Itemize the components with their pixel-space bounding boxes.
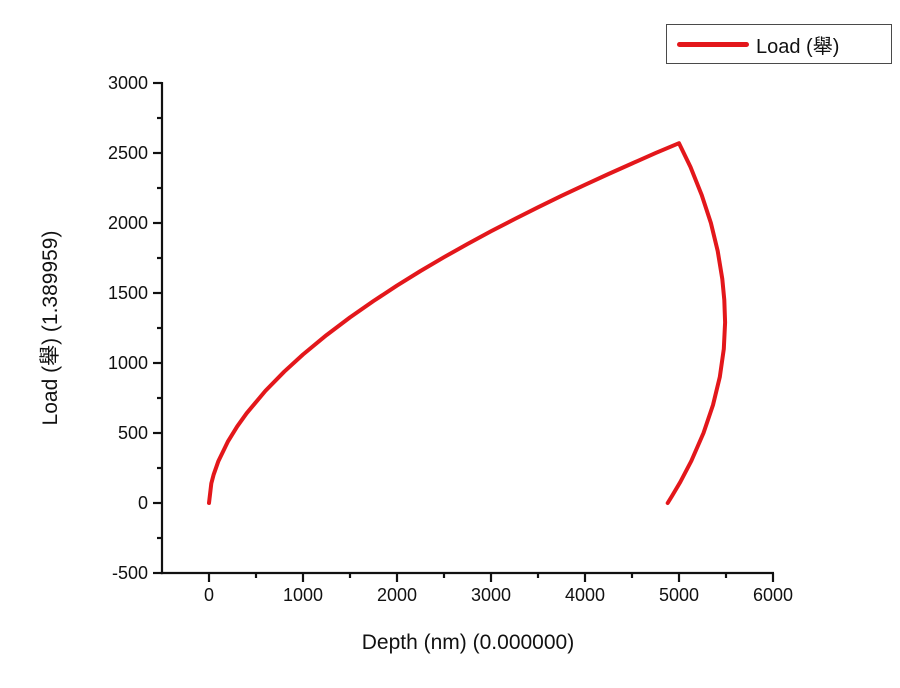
y-tick-label: 2000 bbox=[108, 213, 148, 233]
y-tick-label: 1000 bbox=[108, 353, 148, 373]
x-tick-label: 6000 bbox=[753, 585, 793, 605]
y-tick-label: 500 bbox=[118, 423, 148, 443]
legend: Load (舉) bbox=[666, 24, 892, 64]
legend-label: Load (舉) bbox=[756, 35, 840, 58]
y-axis-title: Load (舉) (1.389959) bbox=[39, 231, 62, 426]
y-tick-label: 3000 bbox=[108, 73, 148, 93]
load-depth-curve bbox=[207, 141, 728, 505]
x-tick-label: 3000 bbox=[471, 585, 511, 605]
y-tick-label: 1500 bbox=[108, 283, 148, 303]
x-tick-label: 0 bbox=[204, 585, 214, 605]
load-curve-layer bbox=[207, 141, 728, 505]
x-axis-title: Depth (nm) (0.000000) bbox=[362, 631, 574, 654]
axes: 0 1000 2000 3000 4000 5000 6000 -500 0 500 1000 150… bbox=[108, 73, 793, 605]
y-tick-label: 0 bbox=[138, 493, 148, 513]
legend-line-sample-icon bbox=[677, 41, 749, 47]
x-tick-label: 2000 bbox=[377, 585, 417, 605]
y-tick-label: 2500 bbox=[108, 143, 148, 163]
y-tick-label: -500 bbox=[112, 563, 148, 583]
x-tick-label: 5000 bbox=[659, 585, 699, 605]
x-tick-label: 4000 bbox=[565, 585, 605, 605]
x-tick-label: 1000 bbox=[283, 585, 323, 605]
